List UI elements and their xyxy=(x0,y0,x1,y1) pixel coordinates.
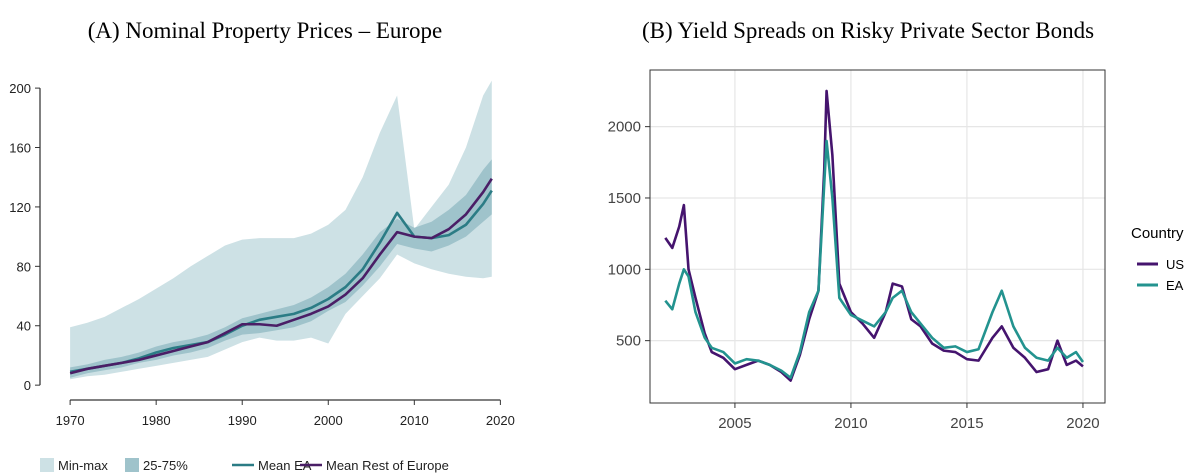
legend-title: Country xyxy=(1131,225,1184,242)
legend-label: Mean EA xyxy=(258,458,312,473)
line xyxy=(69,177,493,375)
x-tick-label: 2020 xyxy=(1066,415,1099,432)
x-tick-label: 2000 xyxy=(314,413,343,428)
y-tick-label: 1500 xyxy=(608,190,641,207)
legend-label: 25-75% xyxy=(143,458,188,473)
y-tick-label: 2000 xyxy=(608,119,641,136)
legend-label: Min-max xyxy=(58,458,108,473)
x-tick-label: 2020 xyxy=(486,413,515,428)
line xyxy=(664,89,1084,382)
x-tick-label: 2015 xyxy=(950,415,983,432)
x-tick-label: 2010 xyxy=(834,415,867,432)
legend-swatch xyxy=(125,458,139,472)
y-tick-label: 500 xyxy=(616,333,641,350)
plot-frame xyxy=(649,69,1106,404)
y-tick-label: 160 xyxy=(9,141,31,156)
band xyxy=(70,80,492,380)
y-tick-label: 120 xyxy=(9,200,31,215)
y-tick-label: 80 xyxy=(17,259,31,274)
legend-swatch xyxy=(40,458,54,472)
panel-title: (A) Nominal Property Prices – Europe xyxy=(88,18,443,43)
legend-label: US xyxy=(1166,257,1184,272)
y-tick-label: 1000 xyxy=(608,261,641,278)
panel-title: (B) Yield Spreads on Risky Private Secto… xyxy=(642,18,1094,43)
x-tick-label: 1980 xyxy=(142,413,171,428)
x-tick-label: 2010 xyxy=(400,413,429,428)
legend-label: EA xyxy=(1166,278,1184,293)
x-tick-label: 1970 xyxy=(56,413,85,428)
x-tick-label: 2005 xyxy=(718,415,751,432)
x-tick-label: 1990 xyxy=(228,413,257,428)
line xyxy=(664,139,1085,380)
y-tick-label: 200 xyxy=(9,81,31,96)
y-tick-label: 0 xyxy=(24,378,31,393)
legend-label: Mean Rest of Europe xyxy=(326,458,449,473)
y-tick-label: 40 xyxy=(17,319,31,334)
